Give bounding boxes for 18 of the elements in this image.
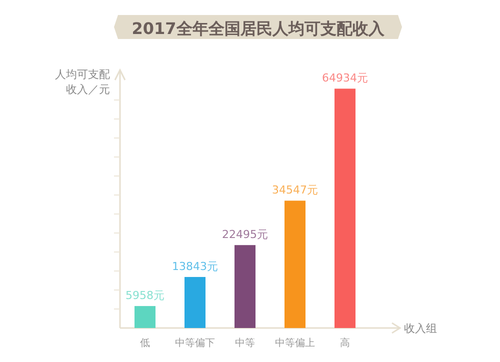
bar <box>184 276 206 328</box>
y-axis-title: 人均可支配收入／元 <box>55 68 110 96</box>
x-axis-title: 收入组 <box>404 322 437 335</box>
data-label: 13843元 <box>172 260 218 273</box>
data-label: 5958元 <box>126 289 164 302</box>
data-label: 22495元 <box>222 228 268 242</box>
bar <box>234 245 256 328</box>
x-tick-label: 中等偏上 <box>275 337 315 349</box>
bar <box>284 200 306 328</box>
x-tick-label: 中等偏下 <box>175 337 215 349</box>
x-tick-label: 低 <box>140 338 150 349</box>
chart-title: 2017全年全国居民人均可支配收入 <box>132 19 386 38</box>
data-label: 34547元 <box>272 184 318 197</box>
x-tick-label: 中等 <box>235 337 255 349</box>
x-tick-label: 高 <box>340 337 350 349</box>
bar <box>334 88 356 328</box>
data-label: 64934元 <box>322 72 368 85</box>
bar <box>134 306 156 328</box>
